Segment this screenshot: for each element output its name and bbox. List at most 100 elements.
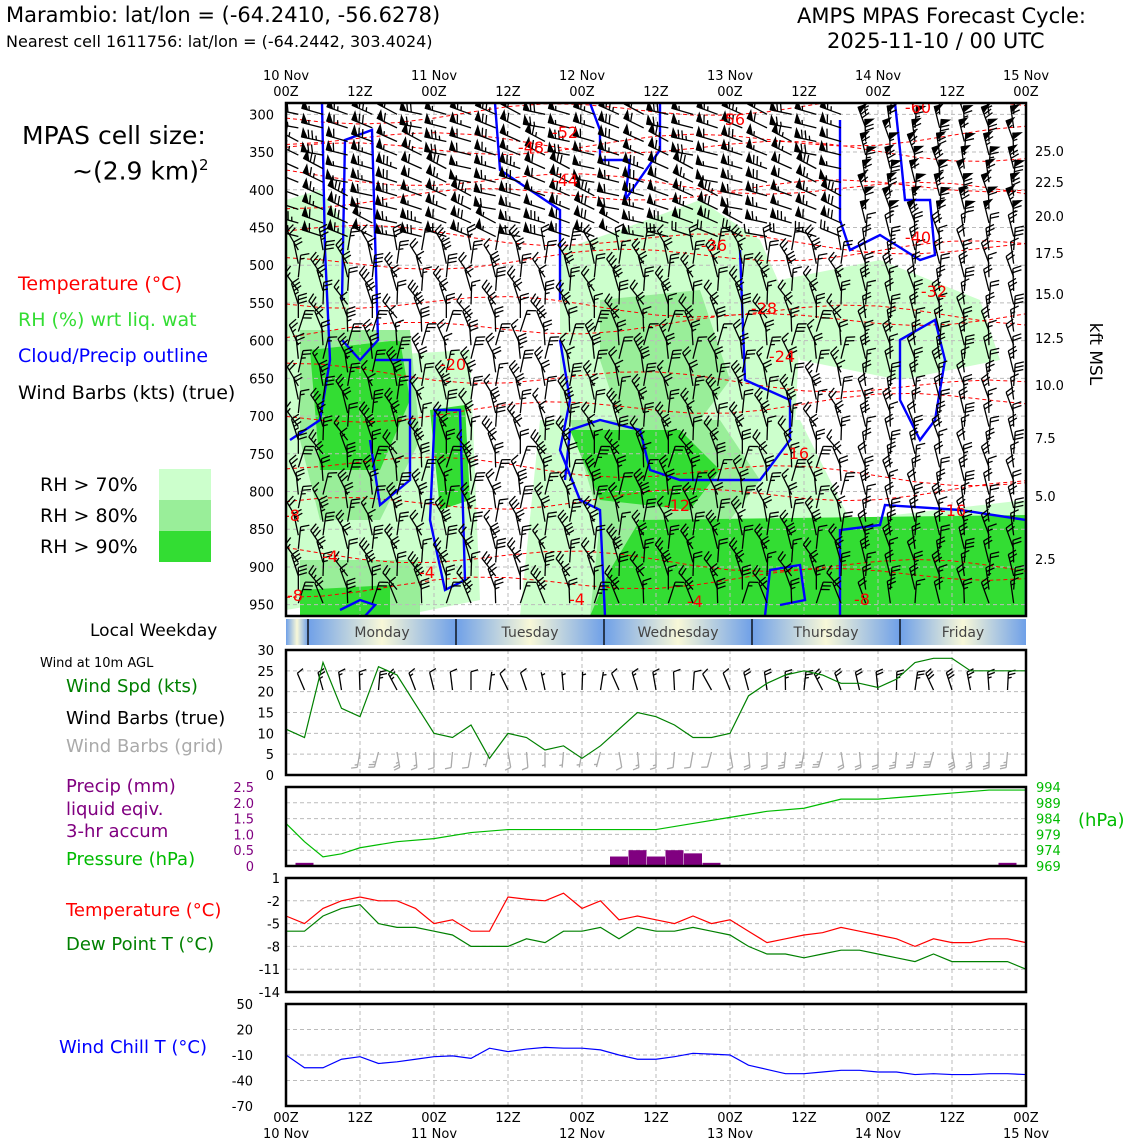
xs-wind-barb <box>515 237 525 264</box>
xs-wind-barb <box>297 349 312 373</box>
xs-wind-barb <box>721 110 743 129</box>
barb-full <box>726 197 729 207</box>
xs-wind-barb <box>859 198 870 224</box>
barb-flag <box>915 105 927 113</box>
xs-wind-barb <box>483 509 497 536</box>
barb-full <box>481 415 488 424</box>
barb-flag <box>980 171 991 182</box>
barb-half <box>889 270 895 274</box>
xs-wind-barb <box>519 349 534 373</box>
barb-full <box>409 282 417 291</box>
barb-full <box>912 254 921 260</box>
xs-wind-barb <box>935 131 947 156</box>
barb-full <box>914 346 923 351</box>
xs-wind-barb <box>980 304 991 332</box>
barb-full <box>658 318 667 326</box>
xs-wind-barb <box>538 264 547 292</box>
barb-full <box>572 234 582 237</box>
barb-staff <box>286 190 299 197</box>
barb-half <box>605 211 608 217</box>
barb-full <box>1014 436 1024 441</box>
xs-wind-barb <box>711 250 721 278</box>
xs-wind-barb <box>347 266 359 291</box>
barb-full <box>940 392 950 396</box>
barb-full <box>654 265 662 274</box>
barb-full <box>399 243 409 247</box>
barb-full <box>910 295 919 301</box>
xs-wind-barb <box>290 277 302 305</box>
barb-full <box>1010 153 1020 159</box>
barb-full <box>1007 277 1017 284</box>
barb-full <box>518 336 527 342</box>
xs-wind-barb <box>695 168 718 183</box>
xs-wind-barb <box>962 441 973 468</box>
xs-wind-barb <box>593 292 604 319</box>
xs-wind-barb <box>771 121 792 143</box>
barb-full <box>583 268 590 277</box>
barb-full <box>506 112 510 122</box>
xs-wind-barb <box>794 112 817 129</box>
barb-full <box>663 237 672 243</box>
barb-half <box>914 355 919 359</box>
barb-full <box>888 177 897 183</box>
barb-flag <box>746 123 754 136</box>
barb-full <box>518 476 528 481</box>
xs-wind-barb <box>631 237 645 265</box>
barb-full <box>506 154 508 164</box>
rh90-region <box>590 515 1026 616</box>
barb-half <box>494 315 500 318</box>
barb-full <box>986 363 995 369</box>
xs-wind-barb <box>519 309 537 332</box>
barb-full <box>392 223 402 229</box>
barb-full <box>882 250 891 258</box>
xs-wind-barb <box>931 143 944 169</box>
barb-full <box>412 285 419 294</box>
barb-half <box>494 450 500 454</box>
barb-full <box>358 127 360 137</box>
barb-half <box>490 301 495 305</box>
xs-wind-barb <box>882 318 893 346</box>
xs-wind-barb <box>364 277 376 305</box>
barb-full <box>509 268 516 277</box>
barb-full <box>934 240 944 247</box>
barb-full <box>885 325 893 333</box>
barb-full <box>389 352 397 361</box>
barb-flag <box>349 195 358 208</box>
xs-wind-barb <box>739 332 749 359</box>
barb-full <box>334 180 338 190</box>
xs-wind-barb <box>350 181 373 197</box>
barb-full <box>800 143 803 153</box>
barb-flag <box>695 139 703 152</box>
barb-half <box>485 244 490 249</box>
barb-full <box>596 253 606 256</box>
barb-flag <box>744 208 753 221</box>
xs-wind-barb <box>988 211 1000 237</box>
barb-flag <box>796 149 803 163</box>
barb-full <box>504 225 507 235</box>
xs-wind-barb <box>487 291 497 319</box>
barb-flag <box>744 194 753 207</box>
barb-flag <box>426 149 433 163</box>
barb-flag <box>523 207 531 220</box>
xs-wind-barb <box>483 237 497 265</box>
barb-flag <box>523 178 531 192</box>
barb-full <box>450 485 460 488</box>
barb-full <box>965 402 975 406</box>
barb-half <box>341 297 346 302</box>
barb-full <box>364 322 373 329</box>
xs-wind-barb <box>565 346 575 373</box>
xs-wind-barb <box>400 150 422 170</box>
xs-wind-barb <box>815 309 833 332</box>
barb-full <box>860 176 869 183</box>
barb-full <box>752 293 759 302</box>
cell-size-value: ~(2.9 km) <box>72 156 199 186</box>
barb-full <box>557 144 560 154</box>
barb-full <box>908 335 917 343</box>
barb-half <box>834 188 837 193</box>
xs-wind-barb <box>820 204 842 224</box>
barb-full <box>1012 404 1022 409</box>
barb-full <box>960 122 969 129</box>
barb-flag <box>621 208 629 221</box>
barb-full <box>857 304 866 312</box>
barb-full <box>988 123 998 128</box>
